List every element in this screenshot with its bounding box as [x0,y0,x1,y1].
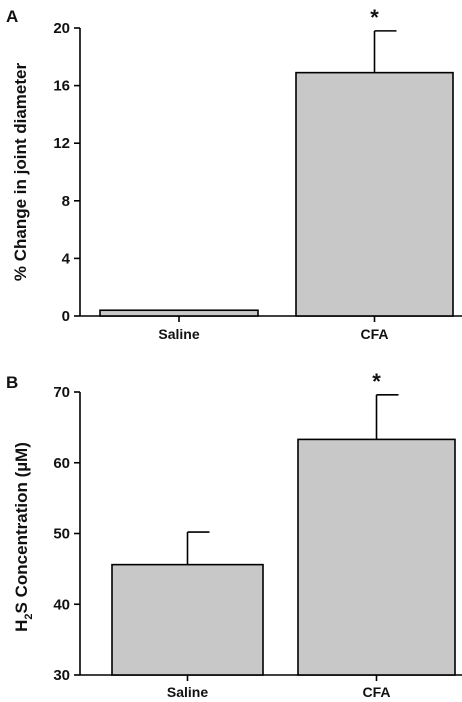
panel-b-y-tick-label: 30 [53,667,70,684]
panel-a-category-label: Saline [158,326,199,342]
panel-b-y-tick-label: 70 [53,384,70,401]
panel-b-y-axis-title-sub: 2 [23,613,35,619]
panel-a-y-tick-label: 12 [53,135,70,152]
panel-a-letter: A [6,7,18,26]
panel-b-y-axis-title: H2S Concentration (µM) [12,442,35,632]
panel-a-y-tick-label: 20 [53,20,70,37]
panel-b-bar-saline [111,563,264,676]
panel-b-y-axis-title-post: S Concentration (µM) [12,442,31,613]
panel-a: A % Change in joint diameter 0 4 8 12 16 20 Sa… [6,5,462,342]
panel-b-y-axis-title-pre: H [12,620,31,632]
panel-b-plot-area: 30 40 50 60 70 Saline * CFA [53,369,462,700]
panel-b-category-label: Saline [167,684,208,700]
panel-b-category-label: CFA [363,684,391,700]
panel-a-significance-mark: * [370,5,379,30]
panel-a-y-tick-label: 0 [62,308,70,325]
panel-b-y-tick-label: 40 [53,596,70,613]
panel-b-significance-mark: * [372,369,381,394]
panel-a-y-tick-label: 8 [62,193,70,210]
panel-a-category-label: CFA [361,326,389,342]
panel-a-plot-area: 0 4 8 12 16 20 Saline * CFA [53,5,462,342]
panel-a-bar-saline [99,309,259,317]
panel-b-bar-cfa [297,438,456,676]
panel-b-y-tick-label: 60 [53,455,70,472]
panel-b-letter: B [6,373,18,392]
panel-b: B H2S Concentration (µM) 30 40 50 60 70 Salin… [6,369,462,700]
panel-a-y-tick-label: 4 [62,250,71,267]
panel-b-y-tick-label: 50 [53,526,70,543]
panel-a-y-axis-title: % Change in joint diameter [11,63,30,282]
panel-a-bar-cfa [295,71,454,317]
panel-a-y-tick-label: 16 [53,78,70,95]
